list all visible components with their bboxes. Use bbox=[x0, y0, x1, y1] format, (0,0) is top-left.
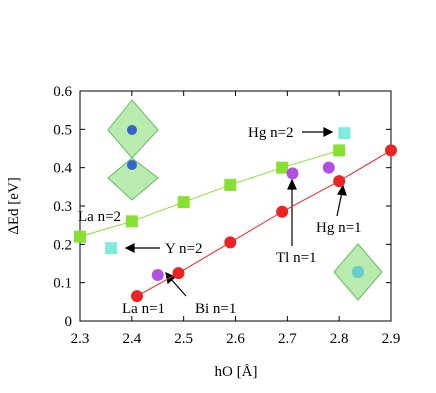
y-tick-label: 0.5 bbox=[53, 122, 72, 138]
point bbox=[151, 269, 164, 281]
point bbox=[177, 196, 190, 209]
point bbox=[125, 215, 138, 228]
y-axis-label: ΔEd [eV] bbox=[6, 177, 22, 235]
trend-line bbox=[79, 149, 340, 238]
y-tick-label: 0.3 bbox=[53, 199, 72, 215]
y-tick-label: 0.1 bbox=[53, 276, 72, 292]
point bbox=[333, 144, 346, 157]
point bbox=[333, 175, 346, 188]
point bbox=[131, 290, 144, 303]
y-tick-label: 0.4 bbox=[53, 161, 72, 177]
x-tick-label: 2.6 bbox=[226, 331, 245, 347]
point bbox=[224, 178, 237, 191]
point bbox=[105, 242, 118, 255]
trend-line bbox=[136, 149, 392, 297]
point bbox=[322, 161, 335, 174]
annotation: Tl n=1 bbox=[276, 250, 317, 266]
point bbox=[385, 144, 397, 157]
x-axis-label: hO [Å] bbox=[215, 364, 258, 380]
octahedra bbox=[107, 99, 383, 301]
point bbox=[338, 127, 351, 140]
y-tick-label: 0.2 bbox=[53, 237, 72, 253]
y-tick-label: 0 bbox=[65, 314, 73, 330]
point bbox=[74, 230, 86, 243]
annotation: La n=1 bbox=[122, 301, 165, 317]
point bbox=[172, 267, 185, 280]
y-tick-label: 0.6 bbox=[53, 84, 72, 100]
x-tick-label: 2.9 bbox=[382, 331, 401, 347]
x-tick-label: 2.4 bbox=[122, 331, 141, 347]
x-tick-label: 2.7 bbox=[278, 331, 297, 347]
annotation: Hg n=1 bbox=[316, 220, 362, 236]
x-tick-label: 2.5 bbox=[174, 331, 193, 347]
point bbox=[276, 161, 289, 174]
x-tick-label: 2.3 bbox=[71, 331, 90, 347]
arrows bbox=[124, 127, 347, 297]
point bbox=[286, 167, 299, 180]
annotation: Y n=2 bbox=[165, 241, 203, 257]
point bbox=[224, 236, 237, 249]
point bbox=[276, 205, 289, 218]
annotation: Bi n=1 bbox=[195, 301, 236, 317]
annotation: Hg n=2 bbox=[248, 125, 294, 141]
x-tick-label: 2.8 bbox=[330, 331, 349, 347]
annotation: La n=2 bbox=[78, 209, 121, 225]
